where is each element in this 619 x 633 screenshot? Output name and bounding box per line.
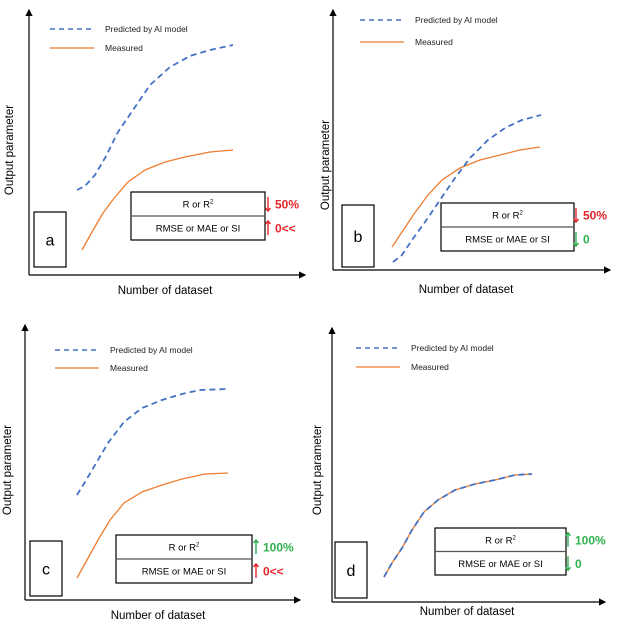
r-change-value: 100% (263, 541, 294, 555)
panel-label: a (46, 233, 55, 250)
arrow-up-icon (564, 531, 572, 547)
panel-a: Predicted by AI model Measured Output para… (4, 8, 307, 297)
arrow-up-icon (252, 562, 260, 578)
panel-c: Predicted by AI model Measured Output para… (2, 323, 302, 622)
panel-label: b (354, 229, 363, 246)
legend-predicted-label: Predicted by AI model (411, 343, 494, 353)
legend-predicted-label: Predicted by AI model (415, 15, 498, 25)
legend-measured-label: Measured (110, 363, 148, 373)
legend-predicted-label: Predicted by AI model (110, 345, 193, 355)
error-change-value: 0<< (275, 222, 296, 236)
panel-label-box (33, 211, 67, 268)
panel-label: c (42, 562, 50, 579)
r-change-value: 100% (575, 533, 606, 547)
x-axis-label: Number of dataset (419, 284, 514, 296)
predicted-curve (392, 114, 542, 263)
legend-predicted-label: Predicted by AI model (105, 24, 188, 34)
legend-measured-label: Measured (415, 37, 453, 47)
r-change-value: 50% (275, 198, 299, 212)
metric-error: RMSE or MAE or SI (465, 235, 549, 246)
predicted-curve (76, 388, 229, 496)
error-change-value: 0 (575, 557, 582, 571)
measured-curve (76, 472, 229, 579)
x-axis-label: Number of dataset (111, 610, 206, 622)
legend-measured-label: Measured (105, 43, 143, 53)
metric-r: R or R2 (169, 543, 200, 554)
error-change-value: 0 (583, 233, 590, 247)
arrow-down-icon (264, 197, 272, 213)
panel-label: d (347, 563, 356, 580)
arrow-up-icon (252, 538, 260, 554)
panel-b: Predicted by AI model Measured Output para… (320, 8, 612, 296)
x-axis-label: Number of dataset (118, 285, 213, 297)
metric-r: R or R2 (183, 200, 214, 211)
x-axis-label: Number of dataset (420, 606, 515, 618)
measured-curve (81, 149, 234, 251)
predicted-curve (76, 44, 234, 191)
arrow-down-icon (564, 556, 572, 572)
r-change-value: 50% (583, 209, 607, 223)
error-change-value: 0<< (263, 565, 284, 579)
arrow-up-icon (264, 219, 272, 235)
predicted-curve (383, 473, 533, 578)
metric-r: R or R2 (485, 535, 516, 546)
y-axis-label: Output parameter (312, 425, 324, 515)
panel-label-box (341, 204, 375, 268)
panel-label-box (334, 541, 368, 599)
panel-label-box (29, 540, 63, 597)
metric-r: R or R2 (492, 211, 523, 222)
measured-curve (391, 146, 541, 248)
metric-error: RMSE or MAE or SI (458, 559, 542, 570)
y-axis-label: Output parameter (4, 105, 16, 195)
y-axis-label: Output parameter (320, 120, 332, 210)
y-axis-label: Output parameter (2, 425, 14, 515)
metric-error: RMSE or MAE or SI (156, 224, 240, 235)
panel-d: Predicted by AI model Measured Output para… (312, 326, 607, 618)
metric-error: RMSE or MAE or SI (142, 567, 226, 578)
arrow-down-icon (572, 208, 580, 224)
legend-measured-label: Measured (411, 362, 449, 372)
arrow-down-icon (572, 232, 580, 248)
